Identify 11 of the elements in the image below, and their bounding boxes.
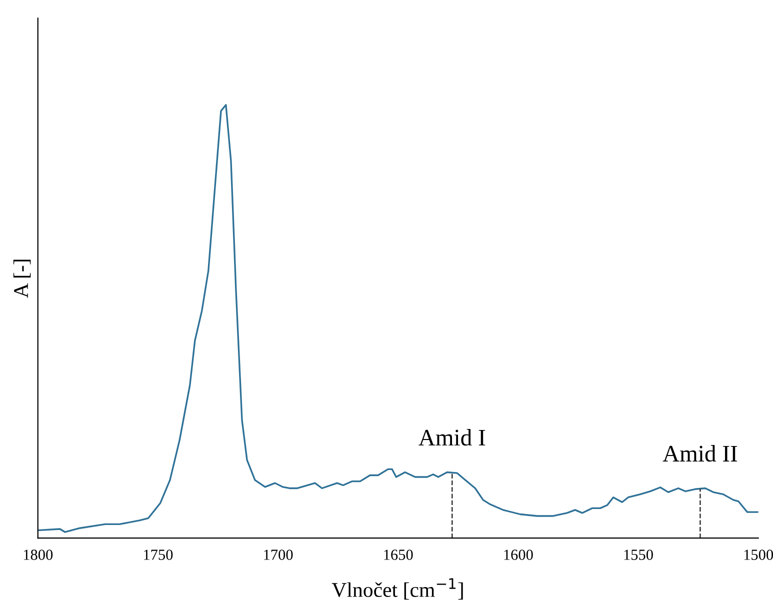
y-axis-title: A [-] bbox=[13, 260, 31, 298]
annotation: Amid I bbox=[418, 429, 486, 446]
x-tick-label: 1750 bbox=[144, 550, 173, 560]
annotation: Amid II bbox=[662, 445, 738, 462]
x-tick-label: 1800 bbox=[24, 550, 53, 560]
x-tick-label: 1500 bbox=[744, 550, 773, 560]
x-axis-title: Vlnočet [cm$^{−1}$] bbox=[332, 578, 463, 600]
x-tick-label: 1550 bbox=[624, 550, 653, 560]
x-tick-label: 1650 bbox=[384, 550, 413, 560]
x-tick-label: 1700 bbox=[264, 550, 293, 560]
x-tick-label: 1600 bbox=[504, 550, 533, 560]
